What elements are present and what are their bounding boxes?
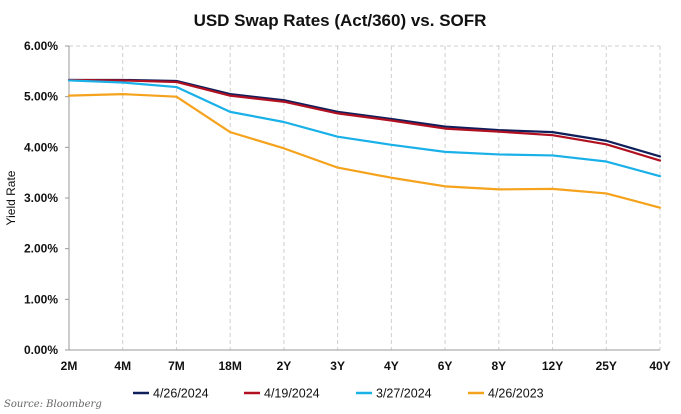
x-tick-label: 2Y <box>277 359 292 373</box>
x-tick-label: 4M <box>114 359 131 373</box>
axes <box>65 45 660 351</box>
y-tick-label: 0.00% <box>24 343 58 357</box>
y-axis-label: Yield Rate <box>4 170 18 225</box>
y-tick-label: 6.00% <box>24 39 58 53</box>
series-line <box>67 79 662 178</box>
legend-label: 4/19/2024 <box>264 387 320 401</box>
legend-item: 4/19/2024 <box>244 387 320 401</box>
x-tick-labels: 2M 4M 7M 18M 2Y 3Y 4Y 6Y 8Y 12Y 25Y 40Y <box>61 359 671 373</box>
x-tick-label: 18M <box>219 359 242 373</box>
y-tick-labels: 0.00% 1.00% 2.00% 3.00% 4.00% 5.00% 6.00% <box>24 39 58 357</box>
x-tick-label: 3Y <box>330 359 345 373</box>
x-tick-label: 8Y <box>491 359 506 373</box>
legend-label: 4/26/2023 <box>488 387 544 401</box>
chart-title: USD Swap Rates (Act/360) vs. SOFR <box>194 11 487 30</box>
legend: 4/26/2024 4/19/2024 3/27/2024 4/26/2023 <box>133 387 544 401</box>
source-note: Source: Bloomberg <box>4 399 102 410</box>
series-line <box>67 93 662 209</box>
legend-item: 4/26/2023 <box>468 387 544 401</box>
x-tick-label: 6Y <box>438 359 453 373</box>
y-tick-label: 1.00% <box>24 292 58 306</box>
legend-item: 4/26/2024 <box>133 387 209 401</box>
x-tick-label: 2M <box>61 359 78 373</box>
legend-item: 3/27/2024 <box>356 387 432 401</box>
series-line <box>67 78 662 158</box>
y-tick-label: 4.00% <box>24 140 58 154</box>
x-tick-label: 40Y <box>649 359 670 373</box>
series-lines <box>67 78 662 209</box>
x-tick-label: 7M <box>168 359 185 373</box>
grid-lines <box>69 45 661 350</box>
x-tick-label: 12Y <box>542 359 563 373</box>
legend-label: 4/26/2024 <box>153 387 209 401</box>
y-tick-label: 5.00% <box>24 90 58 104</box>
legend-label: 3/27/2024 <box>376 387 432 401</box>
series-line <box>67 78 662 162</box>
x-tick-label: 25Y <box>596 359 617 373</box>
x-tick-label: 4Y <box>384 359 399 373</box>
y-tick-label: 2.00% <box>24 242 58 256</box>
y-tick-label: 3.00% <box>24 191 58 205</box>
